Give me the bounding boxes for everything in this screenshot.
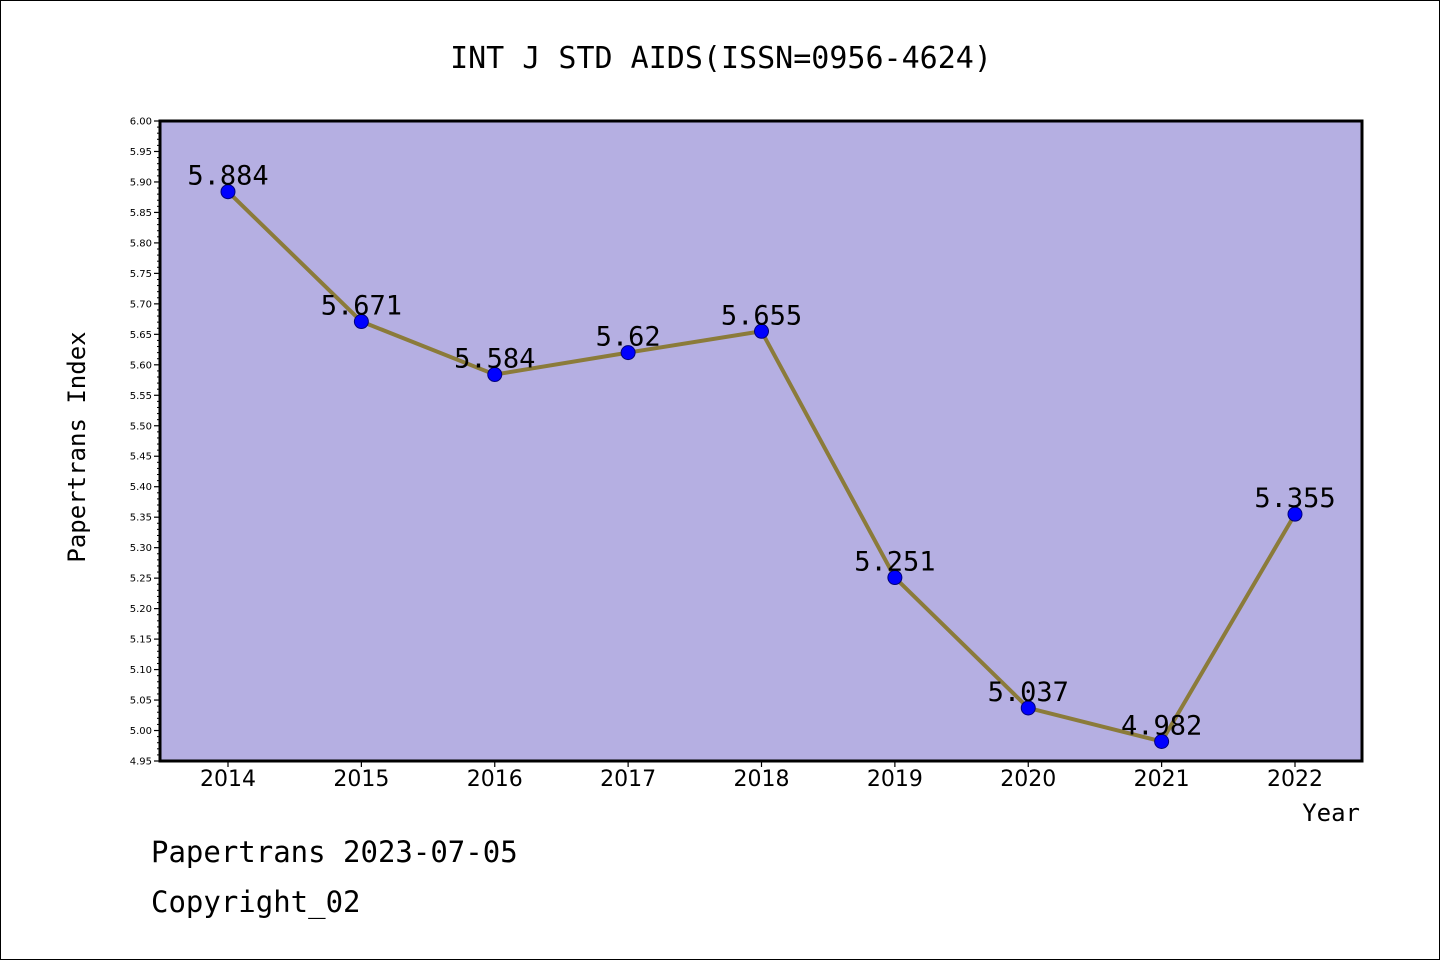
data-point: [1154, 733, 1170, 749]
data-label: 5.584: [454, 344, 535, 375]
data-label: 5.251: [854, 547, 935, 578]
data-point: [1287, 506, 1303, 522]
x-tick-label: 2022: [1267, 767, 1323, 792]
y-tick-label: 5.80: [130, 238, 152, 249]
chart-title: INT J STD AIDS(ISSN=0956-4624): [450, 41, 992, 76]
data-label: 5.671: [321, 291, 402, 322]
y-tick-label: 5.60: [130, 360, 152, 371]
y-tick-label: 5.20: [130, 604, 152, 615]
data-label: 5.884: [187, 161, 268, 192]
data-label: 5.62: [596, 322, 661, 353]
y-tick-label: 5.00: [130, 726, 152, 737]
footer-date-text: Papertrans 2023-07-05: [151, 835, 518, 869]
y-tick-label: 5.30: [130, 543, 152, 554]
y-tick-label: 5.15: [130, 635, 152, 646]
y-tick-label: 5.40: [130, 482, 152, 493]
x-tick-label: 2015: [333, 767, 389, 792]
data-point: [754, 323, 769, 339]
x-axis-label: Year: [1302, 799, 1360, 827]
y-tick-label: 5.70: [130, 299, 152, 310]
data-point: [1020, 700, 1036, 716]
y-tick-label: 6.00: [130, 117, 152, 128]
data-label: 5.655: [721, 300, 802, 331]
x-tick-label: 2014: [200, 767, 256, 792]
x-tick-label: 2018: [734, 767, 790, 792]
data-label: 5.037: [988, 677, 1069, 708]
x-tick-label: 2019: [867, 767, 923, 792]
data-point: [353, 314, 369, 330]
y-axis: 4.95 5.00 5.05 5.10 5.15 5.20 5.25 5.30 5.35 5.40…: [130, 117, 160, 768]
x-tick-label: 2017: [600, 767, 656, 792]
y-tick-label: 5.50: [130, 421, 152, 432]
y-tick-label: 5.35: [130, 513, 152, 524]
y-tick-label: 5.05: [130, 696, 152, 707]
x-axis: 2014 2015 2016 2017 2018 2019 2020 2021 2022: [200, 761, 1323, 792]
y-tick-label: 5.85: [130, 208, 152, 219]
x-tick-label: 2021: [1134, 767, 1190, 792]
y-tick-label: 4.95: [130, 757, 152, 768]
y-tick-label: 5.90: [130, 177, 152, 188]
y-tick-label: 5.10: [130, 665, 152, 676]
y-tick-label: 5.45: [130, 452, 152, 463]
footer-copyright-text: Copyright_02: [151, 885, 361, 919]
series-layer: 5.884 5.671 5.584 5.62 5.655 5.251 5.037 4.982 5…: [187, 161, 1336, 749]
y-tick-label: 5.55: [130, 391, 152, 402]
y-tick-label: 5.95: [130, 147, 152, 158]
y-tick-label: 5.75: [130, 269, 152, 280]
data-point: [620, 345, 636, 361]
data-point: [220, 184, 236, 200]
y-tick-label: 5.65: [130, 330, 152, 341]
data-label: 4.982: [1121, 710, 1202, 741]
data-label: 5.355: [1254, 483, 1335, 514]
data-point: [487, 367, 503, 383]
y-tick-label: 5.25: [130, 574, 152, 585]
x-tick-label: 2016: [467, 767, 523, 792]
plot-area: [158, 119, 1364, 763]
x-tick-label: 2020: [1000, 767, 1056, 792]
data-point: [887, 570, 903, 586]
y-axis-label: Papertrans Index: [63, 331, 91, 562]
